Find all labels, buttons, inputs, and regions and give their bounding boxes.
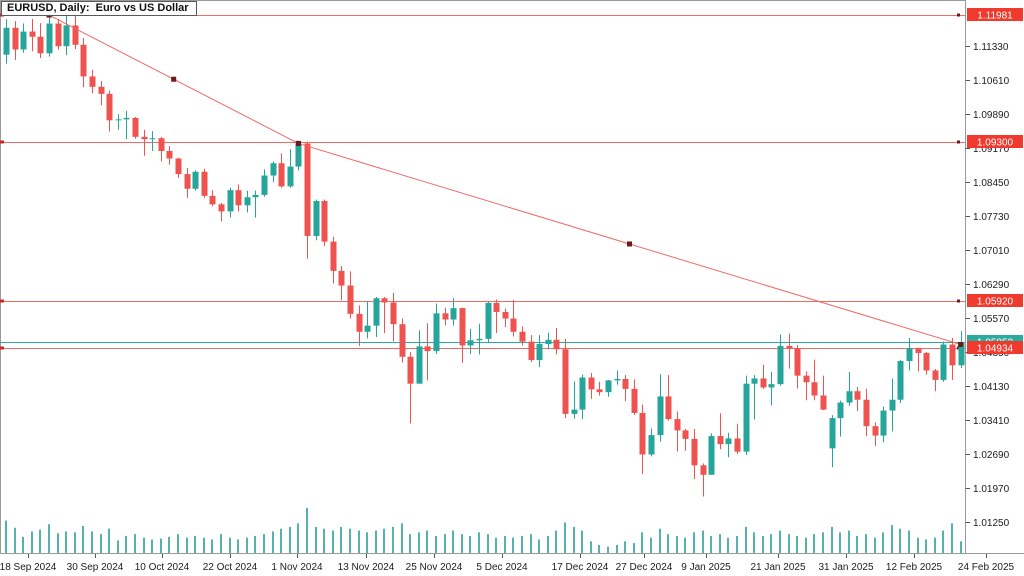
svg-text:1.06290: 1.06290 — [973, 280, 1010, 291]
svg-text:1.09890: 1.09890 — [973, 110, 1010, 121]
svg-text:1.11330: 1.11330 — [973, 42, 1009, 53]
svg-text:31 Jan 2025: 31 Jan 2025 — [818, 562, 873, 573]
svg-text:22 Oct 2024: 22 Oct 2024 — [203, 562, 258, 573]
svg-text:9 Jan 2025: 9 Jan 2025 — [681, 562, 731, 573]
candles — [3, 15, 965, 497]
svg-text:1.04934: 1.04934 — [977, 344, 1014, 355]
price-level-label: 1.04934 — [967, 341, 1023, 355]
svg-text:13 Nov 2024: 13 Nov 2024 — [338, 562, 395, 573]
svg-text:1.04130: 1.04130 — [973, 382, 1010, 393]
svg-text:1.11981: 1.11981 — [977, 11, 1013, 22]
svg-text:17 Dec 2024: 17 Dec 2024 — [552, 562, 609, 573]
price-axis[interactable]: 1.11330 1.10610 1.09890 1.09170 1.08450 1.077… — [965, 8, 1024, 529]
svg-text:1.10610: 1.10610 — [973, 76, 1010, 87]
svg-text:10 Oct 2024: 10 Oct 2024 — [135, 562, 190, 573]
svg-text:1.09300: 1.09300 — [977, 138, 1014, 149]
svg-text:1 Nov 2024: 1 Nov 2024 — [271, 562, 323, 573]
svg-text:1.05570: 1.05570 — [973, 314, 1010, 325]
svg-text:1.05920: 1.05920 — [977, 297, 1014, 308]
price-level-label: 1.09300 — [967, 135, 1023, 149]
price-level-label: 1.05920 — [967, 294, 1023, 308]
svg-text:1.01970: 1.01970 — [973, 484, 1010, 495]
price-level-label: 1.11981 — [967, 8, 1023, 22]
svg-text:24 Feb 2025: 24 Feb 2025 — [958, 562, 1015, 573]
svg-text:27 Dec 2024: 27 Dec 2024 — [616, 562, 673, 573]
svg-text:21 Jan 2025: 21 Jan 2025 — [750, 562, 805, 573]
svg-text:1.08450: 1.08450 — [973, 178, 1010, 189]
svg-text:12 Feb 2025: 12 Feb 2025 — [886, 562, 943, 573]
svg-text:25 Nov 2024: 25 Nov 2024 — [406, 562, 463, 573]
svg-text:30 Sep 2024: 30 Sep 2024 — [67, 562, 124, 573]
svg-text:1.01250: 1.01250 — [973, 518, 1010, 529]
svg-text:1.09170: 1.09170 — [973, 144, 1010, 155]
plot-border — [0, 0, 966, 554]
date-axis[interactable]: 18 Sep 2024 30 Sep 2024 10 Oct 2024 22 Oct … — [0, 554, 1015, 573]
svg-text:18 Sep 2024: 18 Sep 2024 — [0, 562, 57, 573]
svg-text:1.02690: 1.02690 — [973, 450, 1010, 461]
chart-title: EURUSD, Daily: Euro vs US Dollar — [1, 1, 197, 16]
svg-text:1.07010: 1.07010 — [973, 246, 1010, 257]
svg-text:1.03410: 1.03410 — [973, 416, 1010, 427]
svg-text:1.07730: 1.07730 — [973, 212, 1010, 223]
volume-bars — [5, 508, 962, 553]
svg-text:5 Dec 2024: 5 Dec 2024 — [476, 562, 528, 573]
